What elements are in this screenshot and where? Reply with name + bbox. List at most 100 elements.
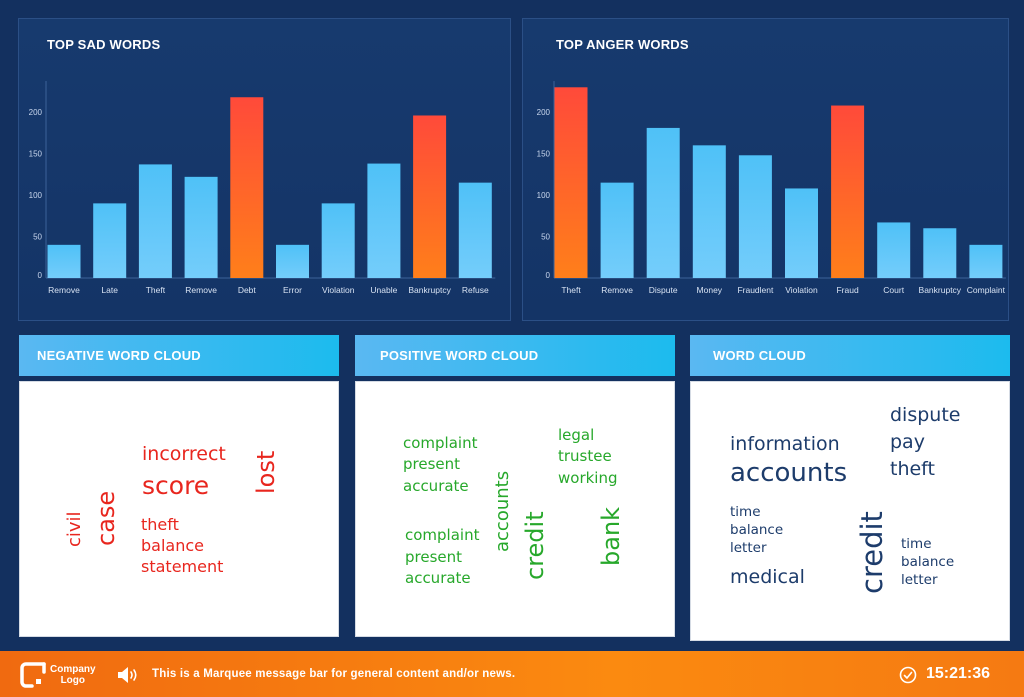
x-tick-label: Bankruptcy (919, 285, 962, 295)
bar-remove (47, 244, 81, 278)
cloud-word: incorrect (142, 443, 226, 465)
bar-remove (184, 176, 218, 278)
cloud-word: balance (730, 522, 784, 538)
y-tick-label: 150 (29, 150, 43, 159)
cloud-word: score (142, 471, 210, 500)
sad-words-title: TOP SAD WORDS (47, 37, 161, 52)
x-tick-label: Dispute (649, 285, 678, 295)
cloud-word: bank (597, 506, 625, 566)
cloud-word: theft (890, 458, 935, 480)
x-tick-label: Theft (561, 285, 581, 295)
logo-line2: Logo (60, 675, 85, 686)
cloud-word: working (558, 469, 618, 487)
cloud-word: statement (141, 557, 224, 576)
cloud-word: pay (890, 431, 925, 453)
word-cloud-header: WORD CLOUD (690, 335, 1010, 376)
bar-dispute (646, 127, 680, 278)
bar-error (276, 244, 309, 278)
marquee-bar: Company Logo This is a Marquee message b… (0, 651, 1024, 697)
bar-theft (138, 164, 172, 278)
cloud-word: legal (558, 426, 595, 444)
bar-violation (785, 188, 818, 278)
x-tick-label: Refuse (462, 285, 489, 295)
cloud-word: civil (64, 511, 85, 547)
sad-words-chart: 0 50 100 150 200 Remove Late Theft Remove Debt Err… (29, 81, 496, 295)
clock-icon (899, 666, 917, 684)
cloud-word: present (403, 455, 461, 473)
positive-cloud-header: POSITIVE WORD CLOUD (355, 335, 675, 376)
bar-theft (554, 87, 588, 279)
cloud-word: complaint (405, 526, 480, 544)
speaker-icon[interactable] (116, 665, 142, 685)
y-tick-label: 150 (537, 150, 551, 159)
bar-unable (367, 163, 401, 278)
cloud-word: balance (141, 536, 204, 555)
y-tick-label: 200 (537, 108, 551, 117)
x-tick-label: Remove (601, 285, 633, 295)
bar-fraud (831, 105, 865, 279)
cloud-word: trustee (558, 447, 612, 465)
cloud-word: balance (901, 554, 955, 570)
y-tick-label: 0 (38, 271, 43, 280)
anger-words-chart: 0 50 100 150 200 Theft Remove Dispute Money Fraud… (537, 81, 1006, 295)
cloud-word: credit (855, 511, 889, 594)
x-tick-label: Theft (146, 285, 166, 295)
bar-complaint (969, 244, 1003, 278)
marquee-text: This is a Marquee message bar for genera… (152, 668, 516, 680)
x-tick-label: Remove (185, 285, 217, 295)
logo-icon (20, 662, 46, 688)
x-tick-label: Fraudlent (737, 285, 774, 295)
bar-money (692, 145, 726, 278)
bar-refuse (458, 182, 492, 278)
x-tick-label: Error (283, 285, 302, 295)
anger-words-panel: TOP ANGER WORDS 0 50 100 150 200 Theft Remove D… (522, 18, 1009, 321)
x-tick-label: Late (101, 285, 118, 295)
cloud-word: accurate (403, 477, 469, 495)
cloud-word: medical (730, 566, 805, 588)
x-tick-label: Violation (322, 285, 355, 295)
cloud-word: lost (252, 450, 280, 494)
cloud-word: accounts (730, 458, 848, 488)
x-tick-label: Fraud (836, 285, 858, 295)
x-tick-label: Unable (370, 285, 397, 295)
word-cloud: information accounts dispute pay theft t… (690, 381, 1010, 641)
positive-cloud: complaint present accurate legal trustee… (355, 381, 675, 637)
y-tick-label: 200 (29, 108, 43, 117)
bar-bankruptcy (413, 115, 447, 278)
negative-cloud: incorrect score lost civil case theft ba… (19, 381, 339, 637)
x-tick-label: Violation (785, 285, 818, 295)
bar-bankruptcy (923, 228, 957, 278)
cloud-word: dispute (890, 404, 961, 426)
bar-fraudlent (738, 155, 772, 278)
cloud-word: theft (141, 515, 179, 534)
cloud-word: time (901, 536, 932, 552)
cloud-word: complaint (403, 434, 478, 452)
y-tick-label: 100 (29, 191, 43, 200)
logo-line1: Company (50, 664, 96, 675)
x-tick-label: Complaint (967, 285, 1006, 295)
x-tick-label: Bankruptcy (408, 285, 451, 295)
cloud-word: letter (730, 540, 767, 556)
y-tick-label: 50 (541, 233, 550, 242)
sad-words-panel: TOP SAD WORDS 0 50 100 150 200 Remove Late Thef… (18, 18, 511, 321)
cloud-word: accurate (405, 569, 471, 587)
negative-cloud-header: NEGATIVE WORD CLOUD (19, 335, 339, 376)
x-tick-label: Money (697, 285, 723, 295)
bar-debt (230, 97, 264, 278)
x-tick-label: Debt (238, 285, 257, 295)
bar-remove (600, 182, 634, 278)
cloud-word: information (730, 433, 840, 455)
cloud-word: letter (901, 572, 938, 588)
x-tick-label: Remove (48, 285, 80, 295)
y-tick-label: 50 (33, 233, 42, 242)
company-logo: Company Logo (50, 664, 96, 686)
clock-time: 15:21:36 (926, 665, 991, 682)
bar-violation (321, 203, 355, 278)
y-tick-label: 0 (546, 271, 551, 280)
anger-words-title: TOP ANGER WORDS (556, 37, 689, 52)
x-tick-label: Court (883, 285, 904, 295)
bar-late (93, 203, 127, 278)
y-tick-label: 100 (537, 191, 551, 200)
bar-court (877, 222, 911, 278)
cloud-word: time (730, 504, 761, 520)
